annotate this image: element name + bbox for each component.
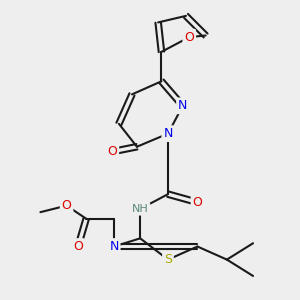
Text: O: O [73,240,83,253]
Text: O: O [193,196,202,209]
Text: S: S [164,253,172,266]
Text: O: O [61,199,71,212]
Text: NH: NH [132,204,148,214]
Text: O: O [107,145,117,158]
Text: N: N [163,127,173,140]
Text: N: N [178,99,188,112]
Text: N: N [109,240,119,253]
Text: O: O [184,31,194,44]
